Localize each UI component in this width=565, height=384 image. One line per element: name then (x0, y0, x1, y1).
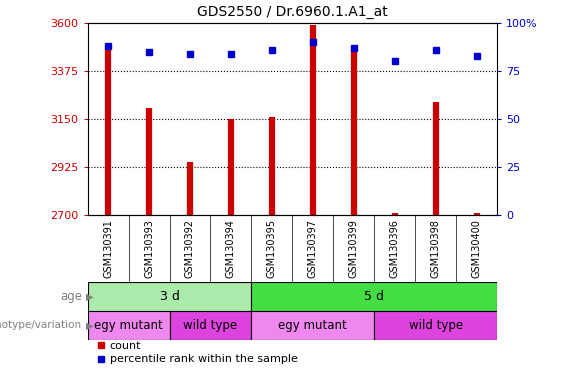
Legend: count, percentile rank within the sample: count, percentile rank within the sample (93, 337, 302, 369)
Text: egy mutant: egy mutant (279, 319, 347, 332)
Text: 5 d: 5 d (364, 290, 384, 303)
Bar (251, 282, 497, 311)
Text: egy mutant: egy mutant (94, 319, 163, 332)
Text: age: age (60, 290, 82, 303)
Text: GSM130396: GSM130396 (390, 219, 400, 278)
Bar (375, 311, 497, 340)
Text: GSM130392: GSM130392 (185, 219, 195, 278)
Bar (88, 311, 170, 340)
Text: ▶: ▶ (86, 320, 93, 331)
Title: GDS2550 / Dr.6960.1.A1_at: GDS2550 / Dr.6960.1.A1_at (197, 5, 388, 19)
Text: GSM130398: GSM130398 (431, 219, 441, 278)
Text: GSM130395: GSM130395 (267, 219, 277, 278)
Bar (251, 311, 374, 340)
Text: GSM130399: GSM130399 (349, 219, 359, 278)
Text: GSM130400: GSM130400 (472, 219, 482, 278)
Text: GSM130391: GSM130391 (103, 219, 113, 278)
Text: genotype/variation: genotype/variation (0, 320, 82, 331)
Text: ▶: ▶ (86, 291, 93, 302)
Bar (88, 282, 251, 311)
Text: GSM130393: GSM130393 (144, 219, 154, 278)
Bar (170, 311, 251, 340)
Text: 3 d: 3 d (159, 290, 180, 303)
Text: GSM130397: GSM130397 (308, 219, 318, 278)
Text: GSM130394: GSM130394 (226, 219, 236, 278)
Text: wild type: wild type (408, 319, 463, 332)
Text: wild type: wild type (184, 319, 237, 332)
